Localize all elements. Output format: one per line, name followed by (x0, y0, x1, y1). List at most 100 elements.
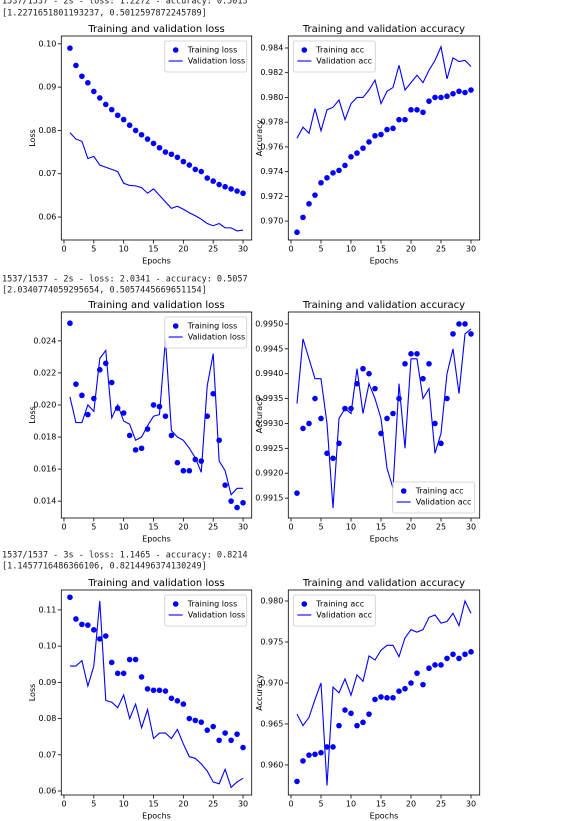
train-point (438, 440, 444, 447)
y-tick-label: 0.970 (260, 678, 283, 687)
train-point (330, 455, 336, 462)
legend-label: Validation loss (188, 611, 246, 620)
chart-title: Training and validation accuracy (302, 24, 465, 35)
legend-marker (301, 601, 308, 607)
train-point (372, 696, 378, 703)
legend-label: Training acc (315, 600, 364, 609)
train-point (300, 758, 306, 764)
x-tick-label: 10 (119, 800, 129, 809)
y-tick-label: 0.9935 (255, 394, 283, 403)
train-point (85, 622, 91, 628)
train-point (414, 107, 420, 113)
train-point (138, 131, 145, 138)
train-point (204, 413, 211, 420)
train-point (420, 375, 426, 382)
x-tick-label: 5 (318, 800, 323, 809)
train-point (324, 744, 330, 750)
train-point (390, 125, 396, 132)
train-point (91, 627, 97, 633)
x-axis-label: Epochs (370, 812, 399, 821)
train-point (73, 381, 79, 387)
train-point (366, 370, 372, 377)
train-point (384, 126, 390, 133)
validation-line (69, 600, 244, 789)
y-tick-label: 0.978 (260, 118, 283, 127)
train-point (132, 447, 139, 453)
train-point (294, 778, 300, 785)
legend: Training loss Validation loss (164, 594, 248, 627)
train-point (414, 350, 420, 357)
train-point (79, 621, 85, 628)
train-point (102, 101, 109, 108)
output-line: [1.2271651801193237, 0.5012597872245789] (2, 9, 207, 19)
train-point (192, 166, 199, 173)
x-tick-label: 30 (238, 245, 248, 254)
train-point (126, 656, 133, 663)
train-point (468, 87, 474, 93)
train-point (402, 116, 408, 123)
x-tick-label: 30 (466, 800, 476, 809)
train-point (294, 490, 300, 496)
train-point (79, 392, 85, 399)
train-point (120, 410, 127, 416)
y-axis-label: Accuracy (255, 674, 264, 711)
y-tick-label: 0.08 (38, 126, 56, 135)
train-point (318, 749, 324, 756)
legend-label: Validation loss (188, 57, 246, 66)
train-point (396, 688, 402, 694)
train-point (300, 425, 306, 432)
train-point (150, 140, 157, 147)
train-point (438, 94, 444, 101)
train-point (378, 694, 384, 700)
y-tick-label: 0.06 (38, 213, 56, 222)
x-tick-label: 15 (376, 523, 386, 532)
legend-label: Training acc (415, 487, 464, 496)
chart: Training and validation loss Epochs Loss 0 5… (28, 578, 253, 821)
train-point (85, 79, 91, 86)
train-point (462, 321, 468, 327)
train-point (426, 360, 432, 367)
train-point (444, 395, 450, 402)
axes-frame (60, 311, 253, 519)
x-tick-label: 30 (238, 800, 248, 809)
train-point (420, 109, 426, 116)
train-point (216, 737, 222, 744)
y-tick-label: 0.982 (260, 68, 283, 77)
train-point (234, 504, 240, 511)
train-point (330, 744, 336, 750)
validation-line (296, 599, 472, 786)
x-tick-label: 10 (119, 523, 129, 532)
train-point (312, 751, 318, 758)
y-tick-label: 0.016 (33, 465, 56, 474)
y-tick-label: 0.022 (33, 368, 56, 377)
x-tick-label: 10 (119, 245, 129, 254)
train-point (150, 402, 157, 408)
train-point (126, 122, 133, 129)
x-tick-label: 0 (288, 523, 293, 532)
legend-marker (172, 323, 179, 329)
chart-title: Training and validation loss (87, 578, 224, 589)
train-point (73, 616, 79, 622)
train-point (306, 420, 312, 427)
train-point (126, 432, 133, 439)
y-tick-label: 0.9915 (255, 494, 283, 503)
x-tick-label: 25 (208, 245, 218, 254)
train-point (312, 192, 318, 198)
train-point (372, 132, 378, 139)
validation-line (296, 328, 472, 509)
chart: Training and validation loss Epochs Loss 0 5… (28, 24, 253, 266)
train-point (240, 499, 246, 506)
output-line: 1537/1537 - 2s - loss: 1.2272 - accuracy… (2, 0, 248, 7)
x-tick-label: 5 (91, 800, 96, 809)
y-tick-label: 0.960 (260, 760, 283, 769)
train-point (228, 737, 234, 744)
train-point (222, 183, 228, 190)
x-tick-label: 0 (288, 245, 293, 254)
train-point (408, 107, 414, 113)
train-point (294, 229, 300, 236)
chart: Training and validation accuracy Epochs Ac… (255, 24, 481, 266)
train-point (402, 685, 408, 692)
train-point (426, 665, 432, 672)
legend: Training loss Validation loss (164, 316, 248, 349)
y-tick-label: 0.10 (38, 39, 56, 48)
